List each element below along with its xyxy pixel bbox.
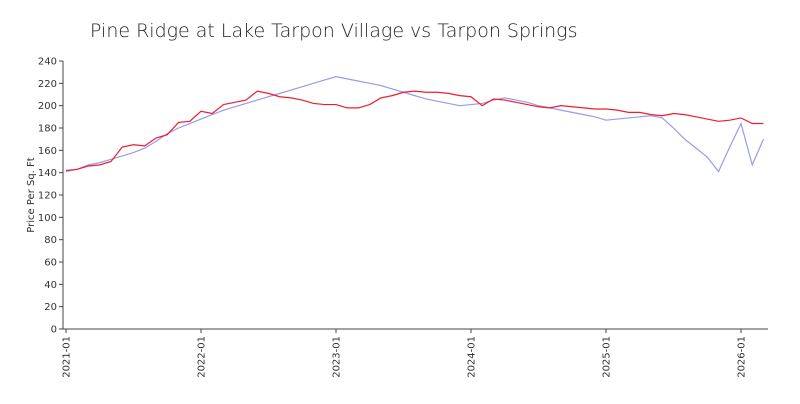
y-tick-label: 60	[44, 258, 57, 269]
y-tick-label: 200	[38, 101, 57, 112]
y-tick-label: 80	[44, 235, 57, 246]
x-tick-label: 2024-01	[467, 336, 478, 378]
y-tick-label: 180	[38, 124, 57, 135]
y-tick-label: 120	[38, 191, 57, 202]
y-tick-label: 40	[44, 280, 57, 291]
y-tick-label: 20	[44, 302, 57, 313]
y-tick-label: 100	[38, 213, 57, 224]
series-line	[65, 76, 765, 173]
x-tick-label: 2026-01	[737, 336, 748, 378]
y-tick-label: 140	[38, 168, 57, 179]
x-tick-label: 2021-01	[62, 336, 73, 378]
y-tick-label: 160	[38, 146, 57, 157]
y-tick-label: 220	[38, 79, 57, 90]
x-tick-label: 2025-01	[602, 336, 613, 378]
x-tick-label: 2022-01	[197, 336, 208, 378]
y-axis-label: Price Per Sq. Ft	[26, 157, 37, 232]
y-tick-label: 0	[51, 325, 57, 336]
chart-title: Pine Ridge at Lake Tarpon Village vs Tar…	[90, 20, 577, 42]
y-tick-label: 240	[38, 57, 57, 68]
x-tick-label: 2023-01	[332, 336, 343, 378]
series-line	[65, 90, 764, 172]
